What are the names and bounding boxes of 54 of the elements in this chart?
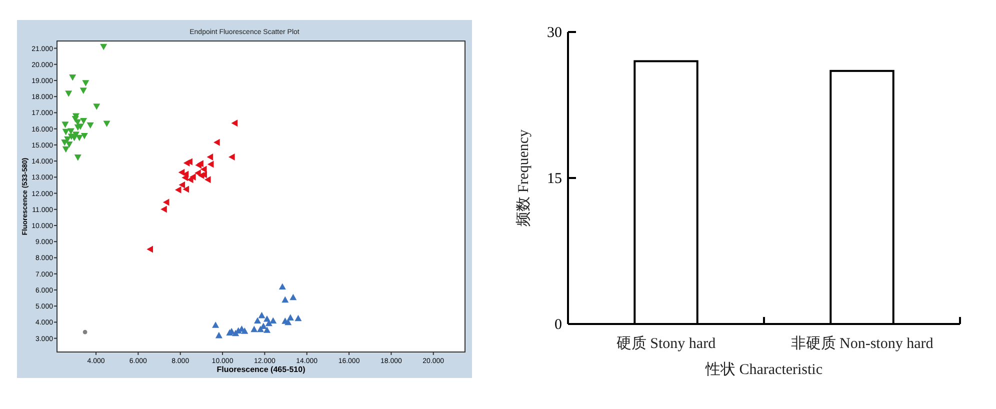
point: [72, 116, 79, 122]
x-tick-label: 非硬质 Non-stony hard: [790, 335, 934, 352]
point: [76, 134, 83, 142]
point: [200, 166, 207, 173]
point: [67, 128, 74, 135]
point: [270, 317, 277, 324]
point: [256, 326, 264, 332]
point: [207, 160, 214, 168]
x-axis-title: 性状 Characteristic: [704, 361, 823, 378]
point: [228, 154, 235, 161]
point: [294, 314, 302, 322]
point: [103, 120, 110, 128]
point: [80, 88, 87, 94]
point: [290, 294, 297, 300]
point: [62, 122, 69, 128]
point: [204, 176, 211, 184]
point: [100, 44, 108, 50]
point: [82, 80, 90, 86]
point: [258, 312, 266, 318]
point: [250, 326, 258, 332]
point: [146, 246, 153, 253]
point: [182, 186, 190, 193]
point: [80, 118, 88, 124]
point: [241, 328, 248, 334]
point: [282, 296, 289, 303]
point: [69, 74, 76, 81]
point: [284, 318, 292, 326]
point: [80, 132, 88, 140]
point: [231, 120, 238, 127]
y-axis-title: 频数 Frequency: [515, 128, 532, 227]
point: [206, 154, 214, 161]
x-tick-label: 硬质 Stony hard: [616, 335, 716, 352]
point: [62, 128, 70, 136]
point: [215, 332, 222, 338]
point: [212, 322, 220, 328]
point: [86, 122, 94, 129]
point: [65, 90, 72, 97]
point: [66, 141, 73, 148]
point: [62, 146, 70, 153]
point: [174, 186, 182, 194]
point: [232, 330, 240, 336]
point: [178, 181, 186, 188]
point: [93, 104, 100, 110]
point: [198, 172, 204, 180]
point: [74, 154, 82, 161]
point: [264, 326, 271, 333]
point: [183, 159, 190, 166]
point: [162, 198, 170, 206]
point: [278, 283, 286, 290]
point: [254, 317, 262, 324]
point: [160, 206, 167, 213]
point: [286, 314, 294, 320]
x-axis-title: Fluorescence (465-510): [216, 365, 306, 374]
point: [214, 138, 220, 146]
